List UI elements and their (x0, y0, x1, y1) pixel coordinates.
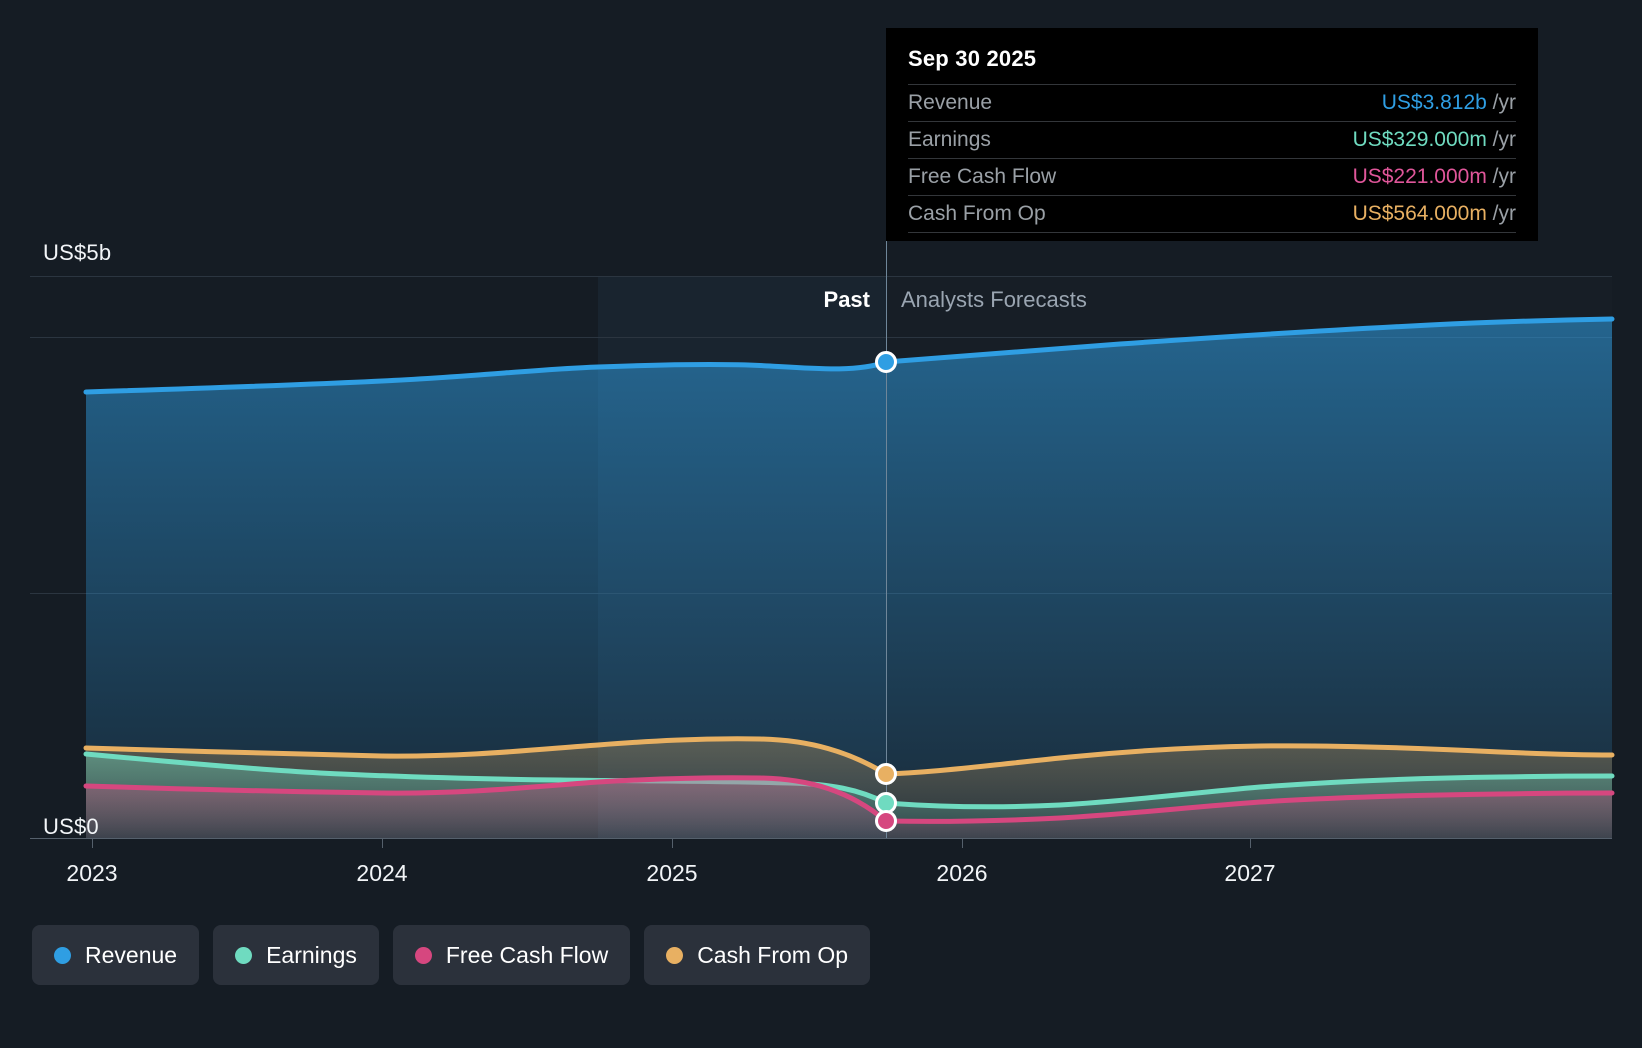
cash-from-op-data-point-marker[interactable] (875, 763, 897, 785)
x-axis-tick-2023 (92, 839, 93, 848)
x-axis-label-2023: 2023 (66, 860, 118, 886)
tooltip-amount-revenue: US$3.812b (1381, 91, 1487, 114)
legend-item-revenue[interactable]: Revenue (32, 925, 200, 985)
gridline-mid-upper (30, 337, 1612, 338)
tooltip-value-free-cash-flow: US$221.000m /yr (1197, 158, 1516, 196)
x-axis-tick-2025 (672, 839, 673, 848)
y-axis-label-top: US$5b (43, 240, 112, 265)
period-label-forecast: Analysts Forecasts (901, 287, 1087, 312)
tooltip-unit-free-cash-flow: /yr (1492, 165, 1516, 188)
cash-from-op-color-dot (666, 946, 684, 964)
data-point-tooltip: Sep 30 2025 Revenue US$3.812b /yr Earnin… (886, 28, 1538, 241)
revenue-area (86, 319, 1612, 838)
tooltip-row-earnings: Earnings US$329.000m /yr (908, 121, 1516, 159)
x-axis-label-2025: 2025 (646, 860, 698, 886)
tooltip-label-free-cash-flow: Free Cash Flow (908, 158, 1198, 196)
tooltip-amount-free-cash-flow: US$221.000m (1352, 165, 1487, 188)
legend-item-cash-from-op[interactable]: Cash From Op (644, 925, 871, 985)
free-cash-flow-data-point-marker[interactable] (875, 810, 897, 832)
tooltip-amount-earnings: US$329.000m (1352, 128, 1487, 151)
tooltip-label-cash-from-op: Cash From Op (908, 195, 1198, 233)
x-axis-baseline (30, 838, 1612, 839)
x-axis-tick-2027 (1250, 839, 1251, 848)
revenue-line (83, 316, 1615, 395)
tooltip-amount-cash-from-op: US$564.000m (1352, 202, 1487, 225)
legend-label-earnings: Earnings (266, 941, 357, 968)
tooltip-date: Sep 30 2025 (908, 46, 1037, 71)
y-axis-label-zero: US$0 (43, 814, 99, 839)
legend-label-revenue: Revenue (85, 941, 178, 968)
legend-label-cash-from-op: Cash From Op (697, 941, 849, 968)
tooltip-value-earnings: US$329.000m /yr (1197, 121, 1516, 159)
tooltip-row-revenue: Revenue US$3.812b /yr (908, 84, 1516, 122)
chart-legend: Revenue Earnings Free Cash Flow Cash Fro… (32, 925, 871, 985)
chart-series-svg (83, 316, 1615, 838)
tooltip-unit-revenue: /yr (1492, 91, 1516, 114)
revenue-data-point-marker[interactable] (875, 351, 897, 373)
past-forecast-divider (886, 232, 887, 838)
tooltip-value-cash-from-op: US$564.000m /yr (1197, 195, 1516, 233)
x-axis-label-2027: 2027 (1224, 860, 1276, 886)
tooltip-value-revenue: US$3.812b /yr (1197, 84, 1516, 122)
gridline-top (30, 276, 1612, 277)
tooltip-unit-cash-from-op: /yr (1492, 202, 1516, 225)
legend-item-earnings[interactable]: Earnings (213, 925, 379, 985)
tooltip-label-revenue: Revenue (908, 84, 1198, 122)
tooltip-row-cash-from-op: Cash From Op US$564.000m /yr (908, 195, 1516, 233)
legend-label-free-cash-flow: Free Cash Flow (445, 941, 609, 968)
x-axis-label-2024: 2024 (356, 860, 408, 886)
chart-plot-area: Past Analysts Forecasts US$5b US$0 2023 … (30, 232, 1615, 886)
free-cash-flow-color-dot (414, 946, 432, 964)
tooltip-row-free-cash-flow: Free Cash Flow US$221.000m /yr (908, 158, 1516, 196)
tooltip-table: Revenue US$3.812b /yr Earnings US$329.00… (908, 84, 1516, 233)
revenue-color-dot (54, 946, 71, 964)
period-label-past: Past (823, 287, 870, 312)
tooltip-unit-earnings: /yr (1492, 128, 1516, 151)
x-axis-label-2026: 2026 (936, 860, 988, 886)
x-axis-tick-2024 (382, 839, 383, 848)
x-axis-tick-2026 (962, 839, 963, 848)
legend-item-free-cash-flow[interactable]: Free Cash Flow (392, 925, 631, 985)
tooltip-label-earnings: Earnings (908, 121, 1198, 159)
earnings-color-dot (235, 946, 253, 964)
